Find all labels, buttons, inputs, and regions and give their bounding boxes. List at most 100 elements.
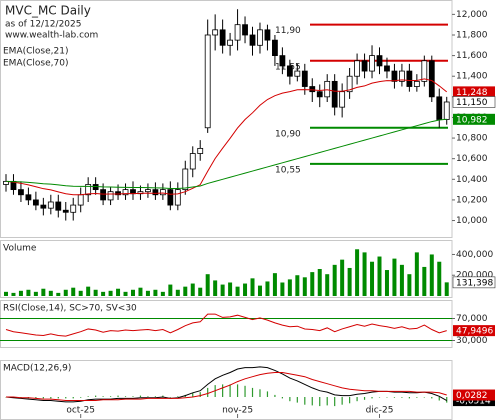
histogram-bar xyxy=(72,397,74,399)
candle-body xyxy=(174,189,181,206)
x-tick-label: nov-25 xyxy=(222,406,253,416)
volume-bar xyxy=(422,266,427,296)
histogram-bar xyxy=(393,397,396,398)
histogram-bar xyxy=(363,397,366,400)
histogram-bar xyxy=(80,397,82,398)
volume-bar xyxy=(243,283,248,296)
volume-bar xyxy=(116,288,121,296)
volume-bar xyxy=(414,252,419,296)
volume-bar xyxy=(362,252,367,296)
volume-bar xyxy=(370,261,375,296)
ema-line xyxy=(5,118,447,189)
volume-bar xyxy=(325,274,330,296)
histogram-bar xyxy=(378,397,381,398)
indicator-line xyxy=(5,366,447,403)
candle-body xyxy=(85,184,92,196)
volume-bar xyxy=(138,287,143,296)
candle-body xyxy=(316,91,323,98)
volume-bar xyxy=(220,284,225,296)
histogram-bar xyxy=(229,384,231,397)
volume-bar xyxy=(198,287,203,296)
candle-body xyxy=(384,65,390,72)
volume-bar xyxy=(145,290,150,296)
y-tick-label: 10,200 xyxy=(456,195,488,205)
candle-body xyxy=(122,189,129,196)
value-callout: -0,0514 xyxy=(456,397,491,407)
candle-body xyxy=(399,70,405,82)
volume-bar xyxy=(272,273,277,296)
candle-body xyxy=(443,101,450,120)
histogram-bar xyxy=(296,397,298,403)
histogram-bar xyxy=(259,389,261,397)
histogram-bar xyxy=(438,397,440,401)
value-callout: 131,398 xyxy=(456,278,493,288)
candle-body xyxy=(376,55,383,67)
histogram-bar xyxy=(356,397,358,402)
candle-body xyxy=(227,39,234,46)
candle-body xyxy=(339,91,346,108)
volume-bar xyxy=(153,289,158,296)
value-callout-box xyxy=(452,96,496,108)
volume-bar xyxy=(168,284,173,296)
pane-frame xyxy=(0,300,453,348)
histogram-bar xyxy=(274,394,276,397)
volume-bar xyxy=(101,291,106,296)
price-level-label: 10,55 xyxy=(275,165,301,175)
value-callout: 0,0282 xyxy=(456,391,488,401)
volume-bar xyxy=(48,290,53,296)
volume-bar xyxy=(310,272,315,296)
histogram-bar xyxy=(236,384,239,397)
candle-body xyxy=(346,75,353,93)
y-tick-label: 10,400 xyxy=(456,175,488,185)
histogram-bar xyxy=(341,397,343,405)
candle-body xyxy=(413,80,420,87)
candle-body xyxy=(309,86,316,93)
candle-body xyxy=(324,80,331,98)
histogram-bar xyxy=(57,397,59,399)
histogram-bar xyxy=(386,397,388,398)
candle-body xyxy=(47,201,54,209)
volume-bar xyxy=(175,289,180,296)
y-tick-label: 10,600 xyxy=(456,154,488,164)
volume-bar xyxy=(4,291,8,296)
histogram-bar xyxy=(326,397,328,406)
histogram-bar xyxy=(222,384,224,397)
candle-body xyxy=(428,60,435,98)
histogram-bar xyxy=(207,387,209,397)
histogram-bar xyxy=(304,397,306,405)
chart-title: MVC_MC Daily xyxy=(5,4,91,18)
candle-body xyxy=(115,191,121,196)
candle-body xyxy=(70,204,77,213)
candle-body xyxy=(182,168,189,191)
volume-bar xyxy=(33,291,38,296)
volume-bar xyxy=(63,289,68,296)
candle-body xyxy=(107,191,114,201)
chart-subtitle: as of 12/12/2025 xyxy=(5,20,81,30)
candle-body xyxy=(436,96,443,120)
candle-body xyxy=(354,60,360,77)
value-callout: 11,248 xyxy=(456,88,488,98)
histogram-bar xyxy=(199,392,201,397)
pane-frame xyxy=(0,240,453,298)
volume-bar xyxy=(93,289,98,296)
candle-body xyxy=(406,70,413,87)
y-tick-label: 30,000 xyxy=(456,336,488,346)
volume-bar xyxy=(18,290,23,296)
candle-body xyxy=(234,24,241,41)
histogram-bar xyxy=(147,396,149,397)
candle-body xyxy=(100,189,107,201)
histogram-bar xyxy=(177,396,179,397)
volume-bar xyxy=(429,254,434,296)
candle-body xyxy=(40,204,47,209)
volume-bar xyxy=(257,285,262,296)
volume-bar xyxy=(332,264,337,296)
value-callout-box xyxy=(452,276,496,289)
volume-bar xyxy=(407,274,412,296)
indicator-line xyxy=(5,313,447,337)
volume-bar xyxy=(317,269,322,296)
y-tick-label: 70,000 xyxy=(456,314,488,324)
value-callout: 10,982 xyxy=(456,115,488,125)
histogram-bar xyxy=(334,397,336,407)
histogram-bar xyxy=(251,387,254,397)
